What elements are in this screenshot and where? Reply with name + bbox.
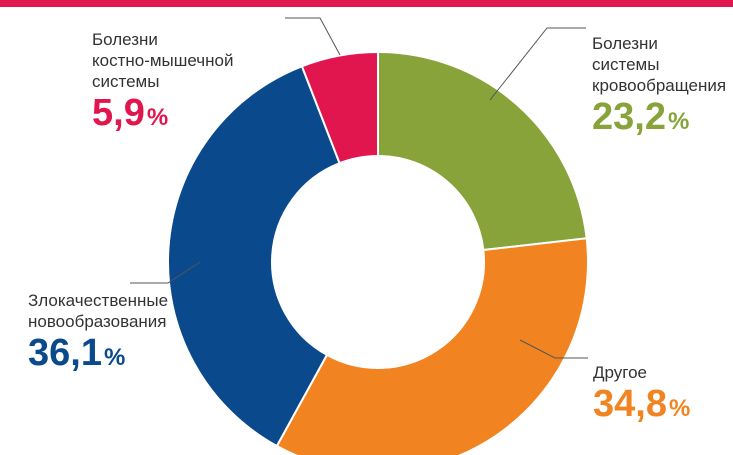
top-accent-bar bbox=[0, 0, 733, 7]
slice-name-line: Другое bbox=[593, 363, 648, 382]
slice-name-line: системы bbox=[92, 72, 160, 91]
donut-slices bbox=[167, 50, 589, 455]
slice-value-musculoskeletal: 5,9% bbox=[92, 92, 234, 139]
percent-sign: % bbox=[103, 344, 126, 371]
leader-lines bbox=[130, 17, 588, 359]
slice-value-number: 34,8 bbox=[593, 383, 667, 425]
percent-sign: % bbox=[667, 108, 690, 135]
slice-value-other: 34,8% bbox=[593, 383, 690, 430]
percent-sign: % bbox=[668, 395, 691, 422]
slice-label-circulatory: Болезни системы кровообращения 23,2% bbox=[592, 33, 726, 143]
percent-sign: % bbox=[146, 104, 169, 131]
slice-name-line: новообразования bbox=[28, 312, 167, 331]
slice-name-line: кровообращения bbox=[592, 76, 727, 95]
slice-name-line: Злокачественные bbox=[28, 291, 169, 310]
donut-slice-circulatory bbox=[377, 50, 588, 252]
donut-slice-oncology bbox=[167, 64, 341, 448]
slice-value-number: 5,9 bbox=[92, 92, 145, 134]
slice-name-line: системы bbox=[592, 55, 660, 74]
donut-slice-musculoskeletal bbox=[300, 50, 379, 165]
slice-label-other: Другое 34,8% bbox=[593, 362, 690, 430]
leader-line-circulatory bbox=[489, 27, 586, 101]
slice-name-line: костно-мышечной bbox=[92, 51, 234, 70]
slice-label-oncology: Злокачественные новообразования 36,1% bbox=[28, 290, 168, 379]
donut-slice-other bbox=[275, 237, 589, 455]
slice-value-number: 23,2 bbox=[592, 96, 666, 138]
slice-name-line: Болезни bbox=[592, 34, 658, 53]
slice-name-line: Болезни bbox=[92, 30, 158, 49]
slice-value-number: 36,1 bbox=[28, 332, 102, 374]
leader-line-musculoskeletal bbox=[285, 17, 341, 56]
slice-value-circulatory: 23,2% bbox=[592, 96, 726, 143]
slice-value-oncology: 36,1% bbox=[28, 332, 168, 379]
slice-label-musculoskeletal: Болезни костно-мышечной системы 5,9% bbox=[92, 29, 234, 139]
leader-line-other bbox=[519, 339, 588, 359]
leader-line-oncology bbox=[130, 261, 201, 284]
